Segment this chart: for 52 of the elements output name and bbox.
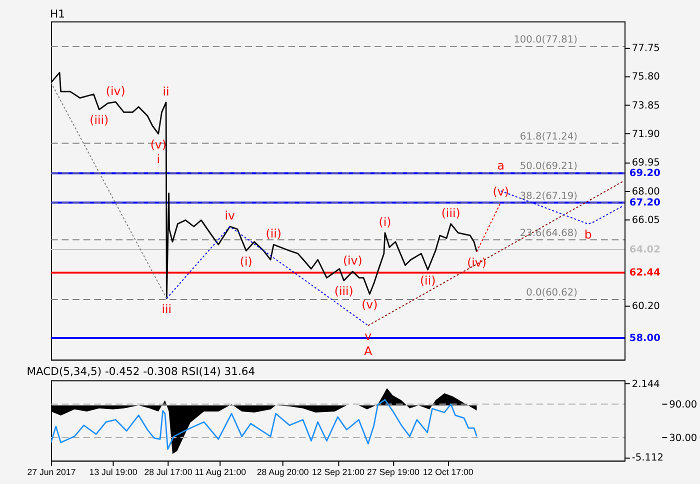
ref-line-label: 38.2(67.19) [520, 190, 578, 202]
annotation: A [364, 344, 372, 358]
annotation: b [584, 228, 592, 242]
annotation: (v) [362, 298, 378, 312]
x-tick-label: 12 Oct 17:00 [422, 466, 474, 477]
ref-line-label: 50.0(69.21) [520, 161, 578, 172]
ref-line-label: 58.00 [629, 332, 661, 344]
x-tick-label: 13 Jul 19:00 [89, 466, 138, 477]
x-tick-label: 27 Jun 2017 [27, 466, 76, 477]
y-tick-label: 2.144 [632, 379, 660, 390]
y-tick-label: -5.112 [632, 452, 664, 464]
annotation: (v) [492, 184, 509, 198]
annotation: (ii) [266, 226, 282, 241]
ref-line-label: 69.20 [629, 168, 661, 180]
ref-line-label: 0.0(60.62) [526, 288, 578, 299]
annotation: (iii) [90, 113, 109, 128]
annotation: (iii) [441, 206, 460, 220]
annotation: iv [224, 208, 236, 223]
ref-line-label: 67.20 [629, 198, 661, 209]
y-tick-label: 71.90 [632, 128, 660, 140]
y-tick-label: 75.80 [632, 72, 660, 83]
x-tick-label: 27 Sep 19:00 [366, 466, 420, 477]
annotation: i [156, 152, 160, 166]
x-tick-label: 12 Sep 21:00 [312, 466, 365, 477]
x-tick-label: 28 Aug 20:00 [256, 466, 309, 477]
annotation: (i) [378, 214, 392, 229]
annotation: (iv) [342, 254, 362, 268]
line-series [50, 399, 478, 450]
annotation: (ii) [420, 273, 436, 288]
annotation: (iv) [106, 84, 126, 98]
annotation: ii [162, 84, 170, 98]
annotation: a [497, 158, 504, 172]
y-tick-label: 73.85 [632, 100, 660, 112]
y-tick-label: 60.20 [632, 301, 660, 312]
ref-line-label: 62.44 [629, 268, 661, 279]
ref-line-label: 100.0(77.81) [514, 34, 578, 46]
y-tick-label: 68.00 [632, 186, 660, 198]
y-tick-label: 69.95 [632, 158, 660, 169]
x-tick-label: 28 Jul 17:00 [144, 466, 192, 477]
y2-tick-label: 30.00 [669, 432, 698, 444]
chart-title: MACD(5,34,5) -0.452 -0.308 RSI(14) 31.64 [26, 364, 256, 378]
annotation: (i) [240, 254, 252, 268]
chart-title: H1 [50, 7, 65, 20]
annotation: (iv) [467, 255, 486, 270]
annotation: iii [162, 302, 172, 316]
y-tick-label: 66.05 [632, 215, 660, 226]
annotation: (iii) [334, 284, 354, 298]
annotation: (v) [150, 138, 166, 152]
y-tick-label: 77.75 [632, 42, 660, 54]
x-tick-label: 11 Aug 21:00 [194, 466, 246, 477]
y2-tick-label: 90.00 [669, 400, 698, 411]
ref-line-label: 61.8(71.24) [520, 131, 578, 142]
